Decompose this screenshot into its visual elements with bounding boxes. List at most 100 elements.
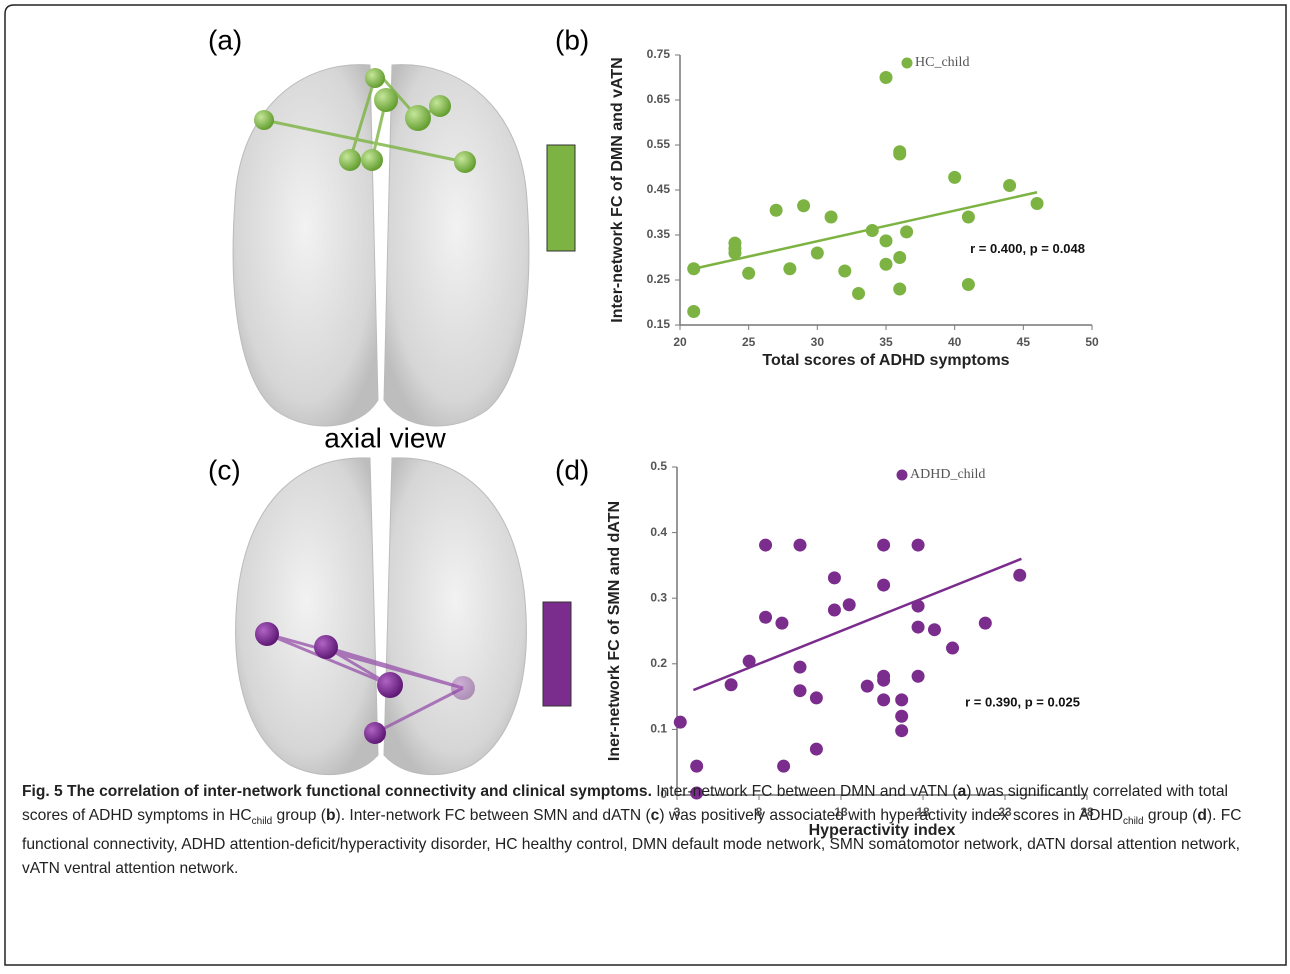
x-tick-label: 40 [948, 335, 962, 349]
brain-c [235, 457, 527, 776]
panel-label: (b) [555, 24, 589, 55]
color-bar [542, 601, 572, 707]
point [673, 715, 687, 729]
point [1013, 568, 1027, 582]
panel-label: (d) [555, 454, 589, 485]
point [827, 603, 841, 617]
y-tick-label: 0.25 [647, 272, 671, 286]
point [1030, 197, 1044, 210]
x-tick-label: 8 [756, 805, 763, 819]
x-axis-label: Total scores of ADHD symptoms [762, 352, 1009, 369]
figure-frame [4, 4, 1287, 966]
point [783, 262, 797, 276]
point [759, 610, 773, 624]
point [893, 147, 907, 161]
point [911, 599, 925, 613]
view-label: axial view [324, 422, 446, 453]
point [860, 679, 874, 693]
caption-text: group ( [1143, 806, 1198, 824]
x-tick-label: 50 [1085, 335, 1099, 349]
point [793, 660, 807, 674]
point [895, 724, 909, 738]
point [895, 693, 909, 707]
caption-title: Fig. 5 The correlation of inter-network … [22, 783, 652, 800]
point [911, 669, 925, 683]
caption-ref: c [650, 806, 660, 824]
y-tick-label: 0.1 [650, 722, 667, 736]
point [961, 278, 975, 291]
point [946, 641, 960, 655]
point [742, 654, 756, 668]
point [879, 71, 893, 84]
annotation: r = 0.400, p = 0.048 [970, 241, 1085, 256]
y-tick-label: 0.65 [647, 92, 671, 106]
point [877, 538, 891, 552]
x-tick-label: 28 [1080, 805, 1094, 819]
trend-line [693, 191, 1038, 270]
point [893, 282, 907, 296]
x-tick-label: 20 [673, 335, 687, 349]
point [948, 170, 962, 184]
caption-text: group ( [272, 806, 326, 824]
caption-text: ). FC functional connectivity, ADHD atte… [22, 806, 1242, 877]
y-tick-label: 0.75 [647, 47, 671, 61]
point [911, 620, 925, 634]
point [824, 210, 838, 224]
color-bar [546, 144, 576, 252]
annotation: r = 0.390, p = 0.025 [965, 695, 1080, 710]
point [690, 759, 704, 773]
y-tick-label: 0.4 [650, 525, 667, 539]
caption-text: Inter-network FC between DMN and vATN ( [656, 783, 958, 800]
x-tick-label: 45 [1017, 335, 1031, 349]
point [842, 598, 856, 612]
point [879, 234, 893, 248]
y-tick-label: 0.45 [647, 182, 671, 196]
point [797, 199, 811, 213]
legend-label: HC_child [915, 55, 969, 70]
y-tick-label: 0 [660, 787, 667, 801]
point [687, 305, 701, 318]
y-tick-label: 0.2 [650, 656, 667, 670]
x-axis-label: Hyperactivity index [809, 822, 956, 839]
x-tick-label: 30 [811, 335, 825, 349]
y-tick-label: 0.3 [650, 590, 667, 604]
point [911, 538, 925, 552]
y-tick-label: 0.15 [647, 317, 671, 331]
point [810, 246, 824, 260]
x-tick-label: 3 [674, 805, 681, 819]
y-tick-label: 0.35 [647, 227, 671, 241]
point [724, 678, 738, 692]
caption-sub: child [251, 815, 273, 827]
point [775, 616, 789, 630]
point [809, 691, 823, 705]
point [877, 673, 891, 687]
trend-line [692, 557, 1022, 692]
point [927, 623, 941, 637]
x-tick-label: 18 [916, 805, 930, 819]
point [777, 759, 791, 773]
point [879, 257, 893, 271]
point [961, 210, 975, 224]
legend-marker [896, 469, 908, 481]
point [893, 251, 907, 264]
y-axis-label: Inter-network FC of DMN and vATN [609, 57, 626, 322]
point [877, 693, 891, 707]
y-axis-label: Iner-network FC of SMN and dATN [606, 501, 623, 761]
point [809, 742, 823, 756]
panel-label: (c) [208, 454, 241, 485]
point [827, 571, 841, 585]
legend-label: ADHD_child [910, 467, 985, 482]
x-tick-label: 35 [879, 335, 893, 349]
point [793, 684, 807, 698]
point [742, 266, 756, 280]
point [728, 246, 742, 260]
x-tick-label: 25 [742, 335, 756, 349]
point [793, 538, 807, 552]
y-tick-label: 0.5 [650, 459, 667, 473]
caption-text: ) was positively associated with hyperac… [659, 806, 1124, 824]
point [852, 287, 866, 300]
x-tick-label: 13 [834, 805, 848, 819]
point [759, 538, 773, 552]
